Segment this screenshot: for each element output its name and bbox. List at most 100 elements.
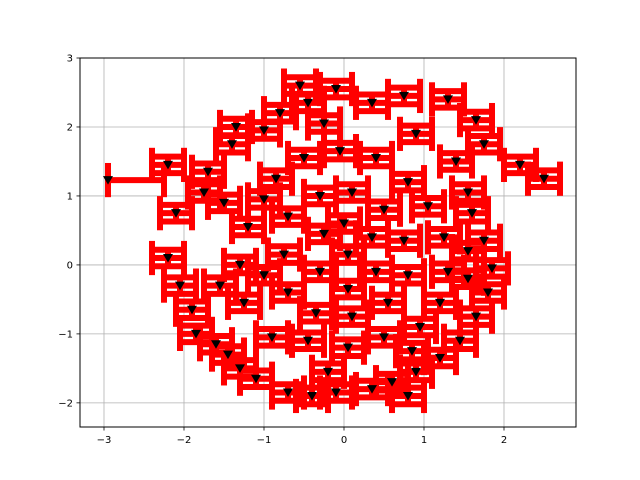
data-point xyxy=(259,195,269,204)
data-point xyxy=(403,178,413,187)
data-point xyxy=(175,281,185,291)
errorbar xyxy=(409,189,447,224)
errorbars xyxy=(105,68,563,414)
data-point xyxy=(455,336,465,346)
data-point xyxy=(399,91,409,101)
x-tick-label: 2 xyxy=(501,435,507,446)
data-point xyxy=(239,298,249,308)
data-point xyxy=(347,312,357,322)
data-point xyxy=(271,174,281,184)
errorbar xyxy=(217,109,255,145)
data-point xyxy=(367,233,377,242)
data-point xyxy=(403,271,413,280)
data-point xyxy=(451,157,461,166)
data-point xyxy=(343,285,353,294)
data-point xyxy=(415,322,425,332)
data-point xyxy=(383,298,393,308)
data-point xyxy=(435,354,445,363)
data-point xyxy=(171,209,181,218)
data-point xyxy=(367,98,377,108)
data-point xyxy=(399,236,409,246)
data-point xyxy=(307,391,317,401)
data-point xyxy=(479,140,489,149)
errorbar xyxy=(245,182,283,217)
data-point xyxy=(223,350,233,360)
data-point xyxy=(315,267,325,277)
data-point xyxy=(471,312,481,322)
data-point xyxy=(323,367,333,377)
data-point xyxy=(103,176,113,185)
x-tick-label: 0 xyxy=(341,435,347,446)
y-tick-label: 2 xyxy=(67,122,73,133)
y-tick-label: 1 xyxy=(67,191,73,202)
data-point xyxy=(439,233,449,242)
data-point xyxy=(487,264,497,273)
data-point xyxy=(231,122,241,132)
y-tick-label: −2 xyxy=(58,398,73,409)
data-point xyxy=(335,147,345,156)
markers xyxy=(103,81,549,401)
errorbar xyxy=(201,268,239,303)
data-point xyxy=(423,202,433,211)
data-point xyxy=(411,367,421,377)
data-point xyxy=(343,250,353,260)
data-point xyxy=(199,188,209,197)
data-point xyxy=(235,260,245,270)
errorbar xyxy=(365,192,403,227)
data-point xyxy=(319,229,329,239)
y-tick-label: 0 xyxy=(67,260,73,271)
data-point xyxy=(319,119,329,129)
ticks: −3 −2 −1 0 1 2 −2 −1 0 1 2 3 xyxy=(58,54,507,447)
data-point xyxy=(483,288,493,298)
data-point xyxy=(211,340,221,349)
data-point xyxy=(539,174,549,184)
data-point xyxy=(315,191,325,201)
data-point xyxy=(435,298,445,308)
data-point xyxy=(259,271,269,280)
x-tick-label: 1 xyxy=(421,435,427,446)
data-point xyxy=(267,333,277,342)
data-point xyxy=(407,347,417,356)
data-point xyxy=(403,391,413,401)
data-point xyxy=(515,160,525,170)
errorbar xyxy=(393,334,431,369)
data-point xyxy=(243,222,253,232)
data-point xyxy=(187,305,197,315)
data-point xyxy=(467,209,477,218)
errorbar xyxy=(437,144,475,179)
data-point xyxy=(371,267,381,277)
data-point xyxy=(203,167,213,177)
data-point xyxy=(339,219,349,229)
data-point xyxy=(227,140,237,149)
x-tick-label: −3 xyxy=(97,435,112,446)
data-point xyxy=(463,188,473,197)
data-point xyxy=(299,154,309,163)
y-tick-label: 3 xyxy=(67,54,73,65)
data-point xyxy=(311,309,321,318)
data-point xyxy=(387,378,397,387)
y-tick-label: −1 xyxy=(58,329,73,340)
errorbar xyxy=(321,134,359,169)
data-point xyxy=(279,250,289,260)
data-point xyxy=(283,288,293,298)
data-point xyxy=(219,198,229,208)
errorbar xyxy=(281,68,319,103)
data-point xyxy=(443,267,453,277)
x-tick-label: −2 xyxy=(177,435,192,446)
data-point xyxy=(331,388,341,398)
data-point xyxy=(463,247,473,256)
data-point xyxy=(295,81,305,91)
data-point xyxy=(163,254,173,263)
data-point xyxy=(371,154,381,163)
data-point xyxy=(283,388,293,398)
data-point xyxy=(479,236,489,246)
data-point xyxy=(163,160,173,170)
data-point xyxy=(343,343,353,353)
data-point xyxy=(471,116,481,125)
data-point xyxy=(379,333,389,342)
data-point xyxy=(235,364,245,373)
data-point xyxy=(303,336,313,346)
plot-frame xyxy=(79,57,577,428)
data-point xyxy=(283,212,293,222)
